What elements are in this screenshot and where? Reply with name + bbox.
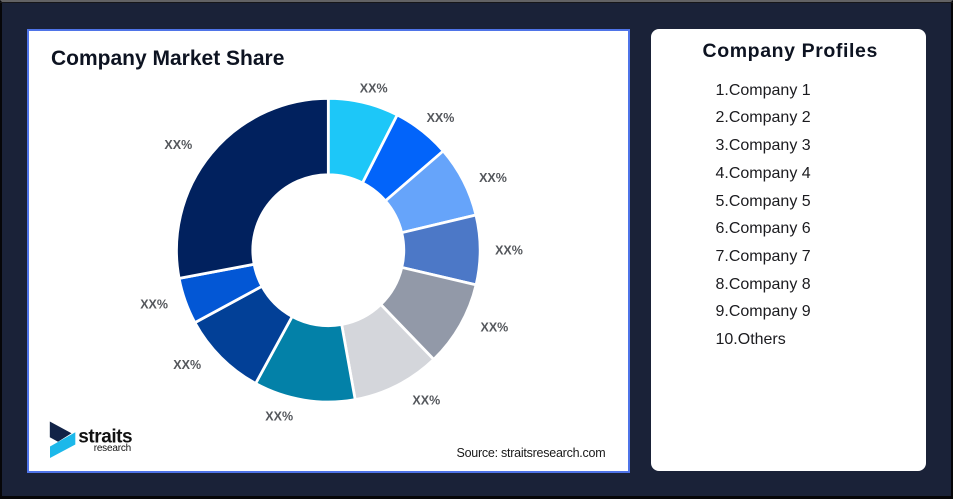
svg-text:XX%: XX%: [164, 138, 192, 152]
svg-text:XX%: XX%: [173, 358, 201, 372]
svg-text:XX%: XX%: [495, 244, 523, 258]
svg-text:XX%: XX%: [481, 321, 509, 335]
svg-text:XX%: XX%: [360, 82, 388, 96]
svg-text:XX%: XX%: [140, 298, 168, 312]
svg-text:XX%: XX%: [412, 394, 440, 408]
svg-text:straits: straits: [78, 426, 132, 447]
svg-text:XX%: XX%: [265, 410, 293, 424]
svg-text:XX%: XX%: [479, 171, 507, 185]
svg-text:XX%: XX%: [427, 111, 455, 125]
svg-text:research: research: [94, 443, 131, 454]
